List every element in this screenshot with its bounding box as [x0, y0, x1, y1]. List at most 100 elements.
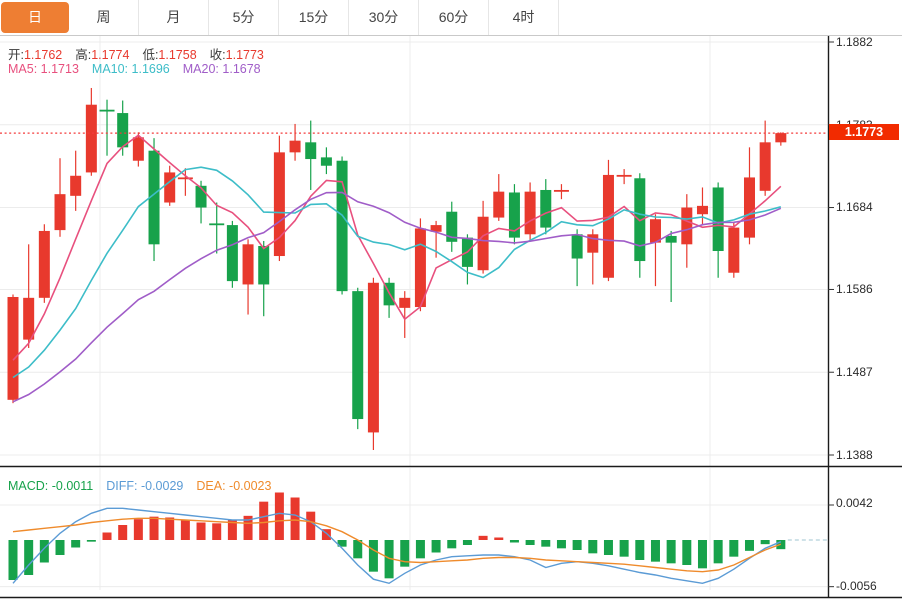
candle[interactable]	[367, 277, 379, 450]
candlestick-series[interactable]	[7, 87, 787, 450]
macd-bar[interactable]	[525, 540, 535, 545]
tab-month[interactable]: 月	[139, 0, 209, 35]
macd-bar[interactable]	[729, 540, 739, 557]
candle[interactable]	[38, 224, 50, 303]
macd-bar[interactable]	[462, 540, 472, 545]
tab-60min[interactable]: 60分	[419, 0, 489, 35]
candle[interactable]	[305, 120, 317, 190]
candle[interactable]	[540, 179, 552, 235]
candle[interactable]	[399, 291, 411, 338]
macd-bar[interactable]	[86, 540, 96, 542]
macd-bar[interactable]	[603, 540, 613, 555]
macd-bar[interactable]	[713, 540, 723, 564]
candle[interactable]	[616, 169, 632, 185]
candle[interactable]	[602, 159, 614, 282]
candle[interactable]	[775, 132, 787, 146]
macd-bar[interactable]	[478, 535, 488, 540]
macd-bar[interactable]	[509, 540, 519, 543]
macd-bar[interactable]	[243, 515, 253, 540]
macd-bar[interactable]	[118, 525, 128, 540]
macd-bar[interactable]	[400, 540, 410, 567]
macd-bar[interactable]	[556, 540, 566, 549]
tab-day[interactable]: 日	[1, 2, 69, 33]
macd-bar[interactable]	[494, 537, 504, 541]
macd-bar[interactable]	[55, 540, 65, 555]
macd-bar[interactable]	[384, 540, 394, 579]
candle[interactable]	[665, 230, 677, 303]
candle[interactable]	[414, 218, 426, 312]
candle[interactable]	[352, 287, 364, 430]
macd-bar[interactable]	[149, 516, 159, 540]
candle[interactable]	[336, 156, 348, 295]
candle[interactable]	[634, 173, 646, 278]
candle[interactable]	[461, 234, 473, 285]
candle[interactable]	[728, 222, 740, 278]
macd-bar[interactable]	[431, 540, 441, 553]
candle[interactable]	[696, 187, 708, 225]
candle[interactable]	[148, 138, 160, 262]
candle[interactable]	[7, 294, 19, 404]
candle[interactable]	[712, 182, 724, 278]
macd-bar[interactable]	[572, 540, 582, 550]
tab-week[interactable]: 周	[69, 0, 139, 35]
candle[interactable]	[524, 182, 536, 241]
macd-bar[interactable]	[368, 540, 378, 572]
candle[interactable]	[446, 201, 458, 252]
tab-15min[interactable]: 15分	[279, 0, 349, 35]
macd-bar[interactable]	[541, 540, 551, 547]
macd-bar[interactable]	[353, 540, 363, 559]
macd-bar[interactable]	[165, 517, 175, 541]
tab-4hour[interactable]: 4时	[489, 0, 559, 35]
macd-bar[interactable]	[290, 497, 300, 541]
macd-bar[interactable]	[337, 540, 347, 547]
macd-bar[interactable]	[8, 540, 18, 580]
candle[interactable]	[242, 239, 254, 315]
tab-5min[interactable]: 5分	[209, 0, 279, 35]
macd-bar[interactable]	[102, 532, 112, 541]
candle[interactable]	[54, 158, 66, 237]
macd-bar[interactable]	[744, 540, 754, 551]
macd-bar[interactable]	[306, 511, 316, 540]
macd-bar[interactable]	[697, 540, 707, 569]
macd-bar[interactable]	[259, 501, 269, 540]
candle[interactable]	[649, 214, 661, 287]
candle[interactable]	[226, 220, 238, 288]
candle[interactable]	[320, 147, 332, 175]
candle[interactable]	[553, 184, 569, 200]
macd-bar[interactable]	[274, 492, 284, 541]
candle[interactable]	[258, 240, 270, 317]
macd-bar[interactable]	[39, 540, 49, 563]
macd-bar[interactable]	[133, 519, 143, 540]
candle[interactable]	[681, 194, 693, 268]
candle[interactable]	[70, 150, 82, 211]
candle[interactable]	[164, 165, 176, 206]
candle[interactable]	[273, 135, 285, 262]
macd-bar[interactable]	[212, 523, 222, 540]
macd-bar[interactable]	[447, 540, 457, 549]
macd-bar[interactable]	[227, 520, 237, 540]
candle[interactable]	[759, 120, 771, 196]
macd-bar[interactable]	[650, 540, 660, 562]
macd-bar[interactable]	[415, 540, 425, 559]
candle[interactable]	[23, 244, 35, 348]
macd-bar[interactable]	[180, 520, 190, 540]
macd-bar[interactable]	[635, 540, 645, 560]
macd-bar[interactable]	[760, 540, 770, 545]
candle[interactable]	[85, 87, 97, 176]
candle[interactable]	[493, 174, 505, 221]
macd-bar[interactable]	[682, 540, 692, 565]
macd-bar[interactable]	[619, 540, 629, 557]
macd-bar[interactable]	[24, 540, 34, 575]
tab-30min[interactable]: 30分	[349, 0, 419, 35]
macd-bar[interactable]	[321, 529, 331, 540]
macd-histogram[interactable]	[8, 492, 786, 581]
macd-bar[interactable]	[71, 540, 81, 548]
candle[interactable]	[743, 147, 755, 245]
candle[interactable]	[289, 123, 301, 161]
candle[interactable]	[508, 184, 520, 245]
candle[interactable]	[99, 99, 115, 156]
candle[interactable]	[209, 202, 225, 254]
macd-bar[interactable]	[666, 540, 676, 564]
candle[interactable]	[477, 200, 489, 274]
